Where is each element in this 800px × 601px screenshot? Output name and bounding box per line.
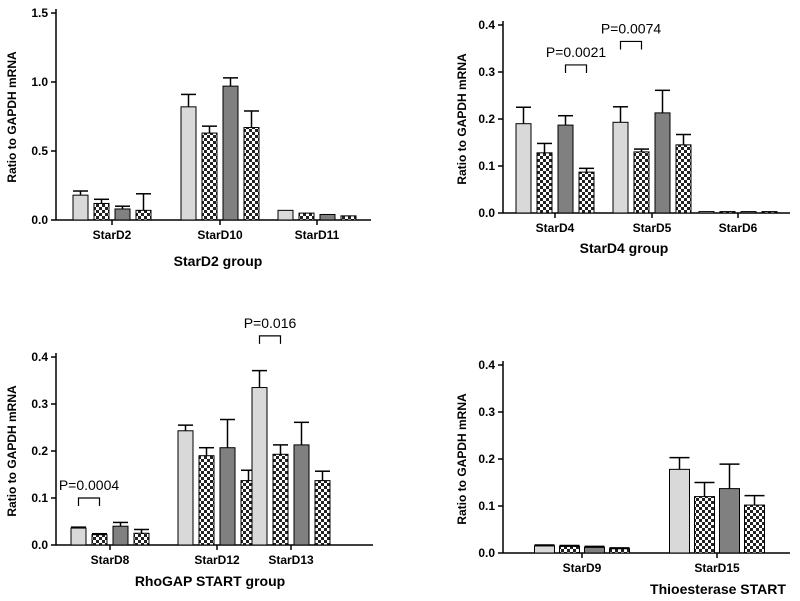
y-tick-label: 1.5	[31, 6, 48, 20]
category-label: StarD4	[536, 221, 575, 235]
p-value-label: P=0.0021	[546, 44, 607, 60]
y-tick-label: 0.0	[478, 546, 495, 560]
bar	[293, 444, 310, 546]
bar	[277, 209, 294, 221]
category-label: StarD6	[719, 221, 758, 235]
bar	[222, 85, 239, 221]
y-tick-label: 0.3	[478, 65, 495, 79]
bar	[298, 212, 315, 221]
bar	[719, 211, 736, 214]
category-label: StarD13	[268, 553, 314, 567]
y-tick-label: 0.0	[31, 213, 48, 227]
bar	[584, 546, 605, 554]
bar	[319, 213, 336, 221]
bar	[669, 468, 690, 554]
y-tick-label: 0.0	[478, 206, 495, 220]
y-axis-label: Ratio to GAPDH mRNA	[455, 53, 469, 185]
y-tick-label: 0.1	[478, 499, 495, 513]
bar	[761, 211, 778, 214]
bar	[654, 112, 671, 214]
category-label: StarD12	[194, 553, 240, 567]
category-label: StarD8	[91, 553, 130, 567]
bar	[272, 453, 289, 546]
bar	[91, 534, 108, 546]
group-label: StarD2 group	[174, 253, 263, 269]
bar	[72, 194, 89, 221]
bar	[93, 202, 110, 221]
y-tick-label: 0.2	[31, 444, 48, 458]
bar	[135, 209, 152, 221]
y-tick-label: 0.3	[478, 405, 495, 419]
bar	[559, 545, 580, 554]
category-label: StarD10	[197, 228, 243, 242]
bar	[698, 211, 715, 214]
y-axis-label: Ratio to GAPDH mRNA	[455, 393, 469, 525]
group-label: StarD4 group	[580, 240, 669, 256]
bar	[744, 504, 765, 554]
significance-bracket	[77, 497, 101, 506]
group-label: Thioesterase START	[650, 581, 786, 597]
category-label: StarD11	[295, 228, 340, 242]
bar	[314, 480, 331, 546]
bar	[114, 208, 131, 221]
category-label: StarD15	[694, 561, 740, 575]
chart-panel-2: 0.0 0.1 0.2 0.3 0.4 Ratio to GAPDH mRNA StarD4…	[455, 18, 790, 256]
y-tick-label: 0.1	[31, 491, 48, 505]
p-value-label: P=0.0074	[601, 20, 662, 36]
y-tick-label: 0.4	[31, 350, 48, 364]
bar	[201, 132, 218, 221]
y-axis-label: Ratio to GAPDH mRNA	[5, 385, 19, 517]
p-value-label: P=0.0004	[59, 477, 120, 493]
bar	[740, 211, 757, 214]
chart-panel-4: 0.0 0.1 0.2 0.3 0.4 Ratio to GAPDH mRNA StarD9…	[455, 358, 790, 597]
bar	[694, 496, 715, 554]
bar	[251, 387, 268, 546]
bar	[180, 106, 197, 221]
y-tick-label: 0.2	[478, 452, 495, 466]
bar	[719, 488, 740, 554]
bar	[219, 447, 236, 546]
bar	[578, 171, 595, 214]
y-axis-label: Ratio to GAPDH mRNA	[5, 51, 19, 183]
bar	[675, 144, 692, 214]
y-tick-label: 0.0	[31, 538, 48, 552]
bar	[177, 430, 194, 546]
y-tick-label: 0.1	[478, 159, 495, 173]
significance-bracket	[564, 64, 588, 73]
chart-panel-1: 0.0 0.5 1.0 1.5 Ratio to GAPDH mRNA StarD2 Sta…	[5, 6, 371, 269]
y-tick-label: 0.4	[478, 18, 495, 32]
bar	[633, 151, 650, 214]
p-value-label: P=0.016	[244, 315, 297, 331]
bar	[112, 525, 129, 546]
bar	[70, 527, 87, 546]
bar	[534, 545, 555, 554]
category-label: StarD2	[93, 228, 132, 242]
bar	[515, 123, 532, 214]
bar	[557, 124, 574, 214]
category-label: StarD9	[563, 561, 602, 575]
bar	[133, 532, 150, 546]
bar	[243, 127, 260, 221]
chart-panel-3: 0.0 0.1 0.2 0.3 0.4 Ratio to GAPDH mRNA StarD8…	[5, 315, 373, 589]
group-label: RhoGAP START group	[135, 573, 285, 589]
significance-bracket	[619, 40, 643, 50]
bar	[536, 152, 553, 214]
bar	[340, 215, 357, 221]
y-tick-label: 0.4	[478, 358, 495, 372]
y-tick-label: 0.3	[31, 397, 48, 411]
category-label: StarD5	[633, 221, 672, 235]
y-tick-label: 0.5	[31, 144, 48, 158]
significance-bracket	[258, 335, 282, 344]
y-tick-label: 0.2	[478, 112, 495, 126]
y-tick-label: 1.0	[31, 75, 48, 89]
bar	[609, 548, 630, 554]
bar	[198, 455, 215, 546]
bar	[612, 121, 629, 214]
